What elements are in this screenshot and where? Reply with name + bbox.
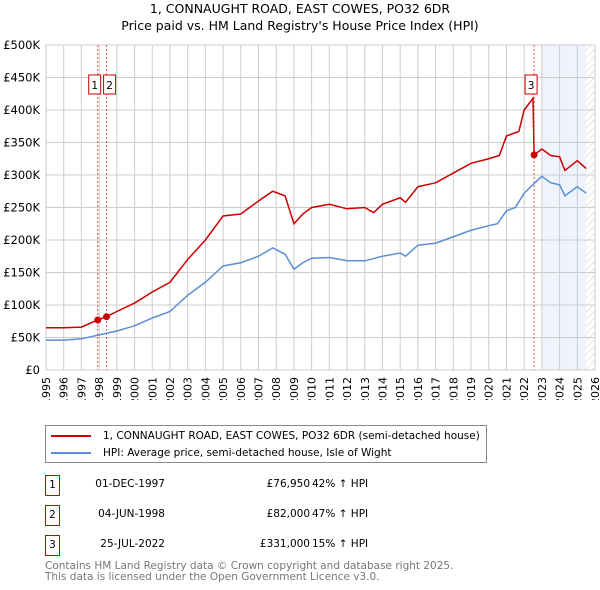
x-tick-label: 2015 xyxy=(394,377,407,400)
y-tick-label: £400K xyxy=(3,103,40,117)
sale-hpi: 47% ↑ HPI xyxy=(312,508,369,520)
y-tick-label: £200K xyxy=(3,233,40,247)
x-tick-label: 2006 xyxy=(235,377,248,400)
x-tick-label: 1999 xyxy=(111,377,124,400)
sale-label-box xyxy=(103,74,117,95)
legend-red-line xyxy=(51,435,91,437)
x-tick-label: 2010 xyxy=(306,377,319,400)
legend: 1, CONNAUGHT ROAD, EAST COWES, PO32 6DR … xyxy=(45,425,487,463)
x-tick-label: 2022 xyxy=(518,377,531,400)
x-tick-label: 2011 xyxy=(323,377,336,400)
sale-number: 2 xyxy=(45,505,60,526)
y-tick-label: £300K xyxy=(3,168,40,182)
x-tick-label: 2020 xyxy=(483,377,496,400)
sale-row: 1 01-DEC-1997 £76,950 42% ↑ HPI xyxy=(45,475,465,496)
hpi-line xyxy=(46,175,587,341)
legend-blue-line xyxy=(51,452,91,454)
x-tick-label: 2004 xyxy=(199,377,212,400)
x-tick-label: 2017 xyxy=(430,377,443,400)
x-tick-label: 1996 xyxy=(58,377,71,400)
sale-point xyxy=(94,316,102,324)
x-tick-label: 2002 xyxy=(164,377,177,400)
x-tick-label: 2025 xyxy=(571,377,584,400)
x-tick-label: 2026 xyxy=(589,377,600,400)
sale-date: 25-JUL-2022 xyxy=(100,538,165,550)
sale-date: 01-DEC-1997 xyxy=(95,478,165,490)
y-tick-label: £350K xyxy=(3,136,40,150)
sale-row: 2 04-JUN-1998 £82,000 47% ↑ HPI xyxy=(45,505,465,526)
x-tick-label: 2008 xyxy=(270,377,283,400)
x-tick-label: 2000 xyxy=(129,377,142,400)
sale-point xyxy=(103,313,111,321)
sale-price: £76,950 xyxy=(266,478,310,490)
x-tick-label: 2021 xyxy=(500,377,513,400)
legend-item-property: 1, CONNAUGHT ROAD, EAST COWES, PO32 6DR … xyxy=(46,428,480,444)
sale-number: 1 xyxy=(45,475,60,496)
y-tick-label: £500K xyxy=(3,38,40,52)
legend-label: HPI: Average price, semi-detached house,… xyxy=(103,447,392,459)
sale-hpi: 15% ↑ HPI xyxy=(312,538,369,550)
sale-price: £82,000 xyxy=(266,508,310,520)
x-tick-label: 2014 xyxy=(376,377,389,400)
x-tick-label: 1995 xyxy=(40,377,53,400)
x-tick-label: 2005 xyxy=(217,377,230,400)
x-tick-label: 2016 xyxy=(412,377,425,400)
x-tick-label: 2019 xyxy=(465,377,478,400)
sale-label-box xyxy=(524,74,538,95)
y-tick-label: £250K xyxy=(3,201,40,215)
sale-date: 04-JUN-1998 xyxy=(98,508,165,520)
footer-licence: This data is licensed under the Open Gov… xyxy=(45,571,380,583)
sale-label-box xyxy=(88,74,102,95)
sale-hpi: 42% ↑ HPI xyxy=(312,478,369,490)
y-tick-label: £150K xyxy=(3,266,40,280)
price-chart: 1995 1996 1997 1998 1999 2000 2001 2002 2003 2004… xyxy=(3,38,600,400)
sale-label: 2 xyxy=(106,80,113,92)
sale-price: £331,000 xyxy=(259,538,310,550)
x-tick-label: 1998 xyxy=(93,377,106,400)
x-tick-label: 2001 xyxy=(146,377,159,400)
chart-subtitle: Price paid vs. HM Land Registry's House … xyxy=(121,18,479,33)
legend-label: 1, CONNAUGHT ROAD, EAST COWES, PO32 6DR … xyxy=(103,430,480,442)
sale-label: 3 xyxy=(528,80,535,92)
chart-title: 1, CONNAUGHT ROAD, EAST COWES, PO32 6DR xyxy=(149,1,451,16)
y-tick-label: £50K xyxy=(11,331,41,345)
sale-number: 3 xyxy=(45,535,60,556)
x-tick-label: 2007 xyxy=(253,377,266,400)
y-tick-label: £450K xyxy=(3,71,40,85)
sale-row: 3 25-JUL-2022 £331,000 15% ↑ HPI xyxy=(45,535,465,556)
x-tick-label: 2009 xyxy=(288,377,301,400)
x-tick-label: 1997 xyxy=(75,377,88,400)
y-tick-label: £0 xyxy=(25,363,40,377)
x-tick-label: 2003 xyxy=(182,377,195,400)
sale-label: 1 xyxy=(91,80,98,92)
x-tick-label: 2012 xyxy=(341,377,354,400)
footer-copyright: Contains HM Land Registry data © Crown c… xyxy=(45,560,454,572)
x-tick-label: 2013 xyxy=(359,377,372,400)
legend-item-hpi: HPI: Average price, semi-detached house,… xyxy=(46,445,391,461)
sale-point xyxy=(530,151,538,159)
x-tick-label: 2018 xyxy=(447,377,460,400)
y-tick-label: £100K xyxy=(3,298,40,312)
property-price-line xyxy=(46,96,587,329)
x-tick-label: 2023 xyxy=(536,377,549,400)
x-tick-label: 2024 xyxy=(554,377,567,400)
